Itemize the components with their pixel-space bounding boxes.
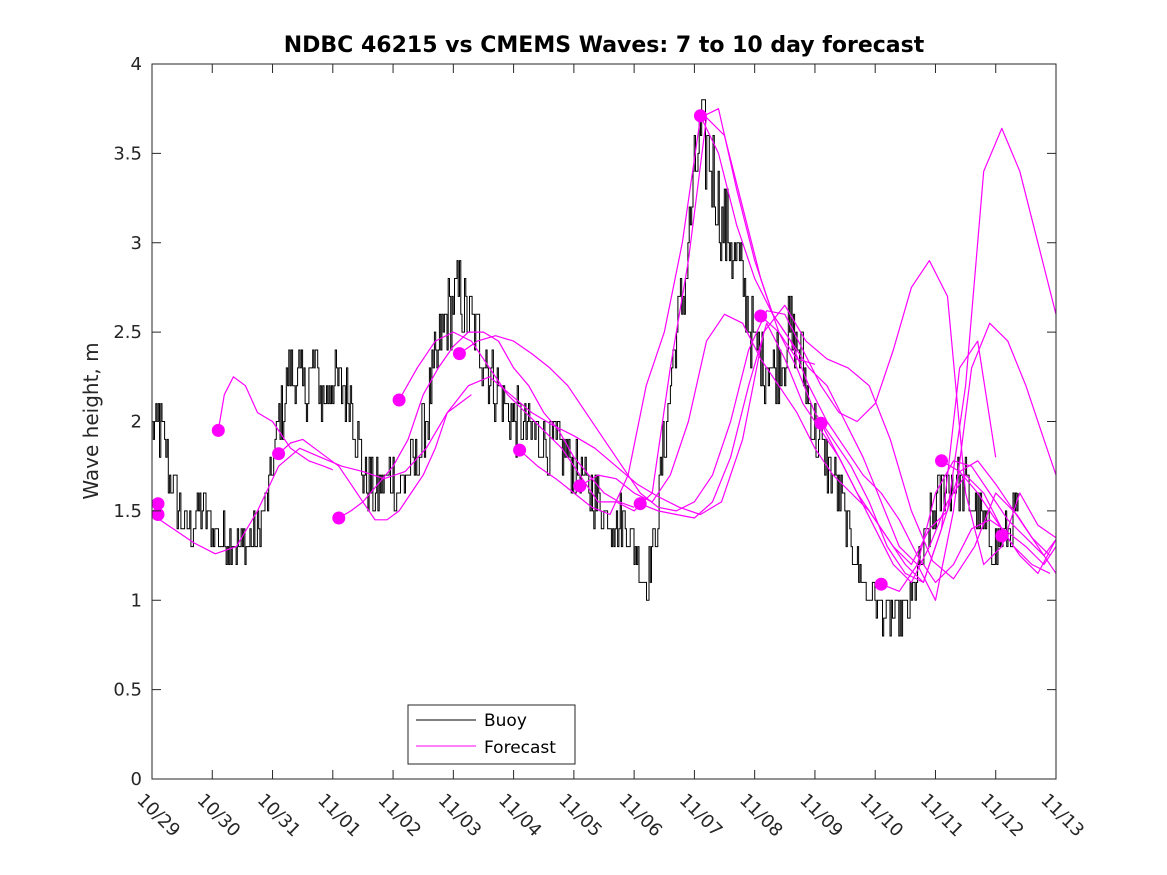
forecast-start-marker bbox=[754, 309, 768, 323]
forecast-start-marker bbox=[935, 454, 948, 468]
forecast-start-marker bbox=[633, 497, 647, 511]
forecast-series-line-11 bbox=[760, 315, 1051, 584]
y-tick-label: 1.5 bbox=[113, 501, 142, 522]
forecast-series-line-4 bbox=[338, 331, 635, 519]
forecast-series-line-12 bbox=[820, 423, 1056, 584]
y-tick-label: 3.5 bbox=[113, 143, 142, 164]
y-tick-label: 4 bbox=[131, 54, 142, 75]
legend-buoy-label: Buoy bbox=[484, 711, 527, 731]
forecast-start-marker bbox=[874, 577, 888, 591]
forecast-series-line-14 bbox=[941, 460, 1051, 574]
forecast-series-line-5 bbox=[398, 116, 816, 512]
y-tick-label: 3 bbox=[131, 233, 142, 254]
chart-title: NDBC 46215 vs CMEMS Waves: 7 to 10 day f… bbox=[284, 33, 925, 58]
y-tick-label: 1 bbox=[131, 590, 142, 611]
forecast-start-marker bbox=[392, 393, 406, 407]
forecast-start-marker bbox=[452, 347, 466, 361]
y-tick-label: 2.5 bbox=[113, 322, 142, 343]
forecast-start-marker bbox=[332, 511, 346, 525]
forecast-start-marker bbox=[152, 508, 165, 521]
series-layer bbox=[152, 99, 1056, 637]
forecast-start-marker bbox=[693, 109, 707, 123]
forecast-start-marker bbox=[211, 423, 225, 437]
forecast-start-marker bbox=[513, 443, 527, 457]
forecast-start-marker bbox=[814, 416, 828, 430]
legend: Buoy Forecast bbox=[407, 704, 576, 765]
plot-background bbox=[152, 64, 1056, 779]
y-tick-label: 0.5 bbox=[113, 680, 142, 701]
legend-forecast-label: Forecast bbox=[484, 738, 556, 758]
legend-box bbox=[407, 704, 576, 765]
y-axis-label: Wave height, m bbox=[79, 342, 103, 499]
forecast-series-line-2 bbox=[217, 376, 334, 471]
forecast-series-line-13 bbox=[880, 460, 1056, 592]
forecast-start-marker bbox=[573, 479, 587, 493]
forecast-start-marker bbox=[272, 447, 286, 461]
plot-area bbox=[152, 64, 1056, 779]
y-tick-label: 2 bbox=[131, 412, 142, 433]
buoy-series-line bbox=[152, 99, 1019, 637]
forecast-start-marker bbox=[995, 529, 1009, 543]
forecast-start-marker bbox=[152, 497, 165, 511]
forecast-series-line-3 bbox=[278, 394, 472, 521]
y-tick-label: 0 bbox=[131, 769, 142, 790]
forecast-series-line-1 bbox=[152, 304, 1056, 580]
